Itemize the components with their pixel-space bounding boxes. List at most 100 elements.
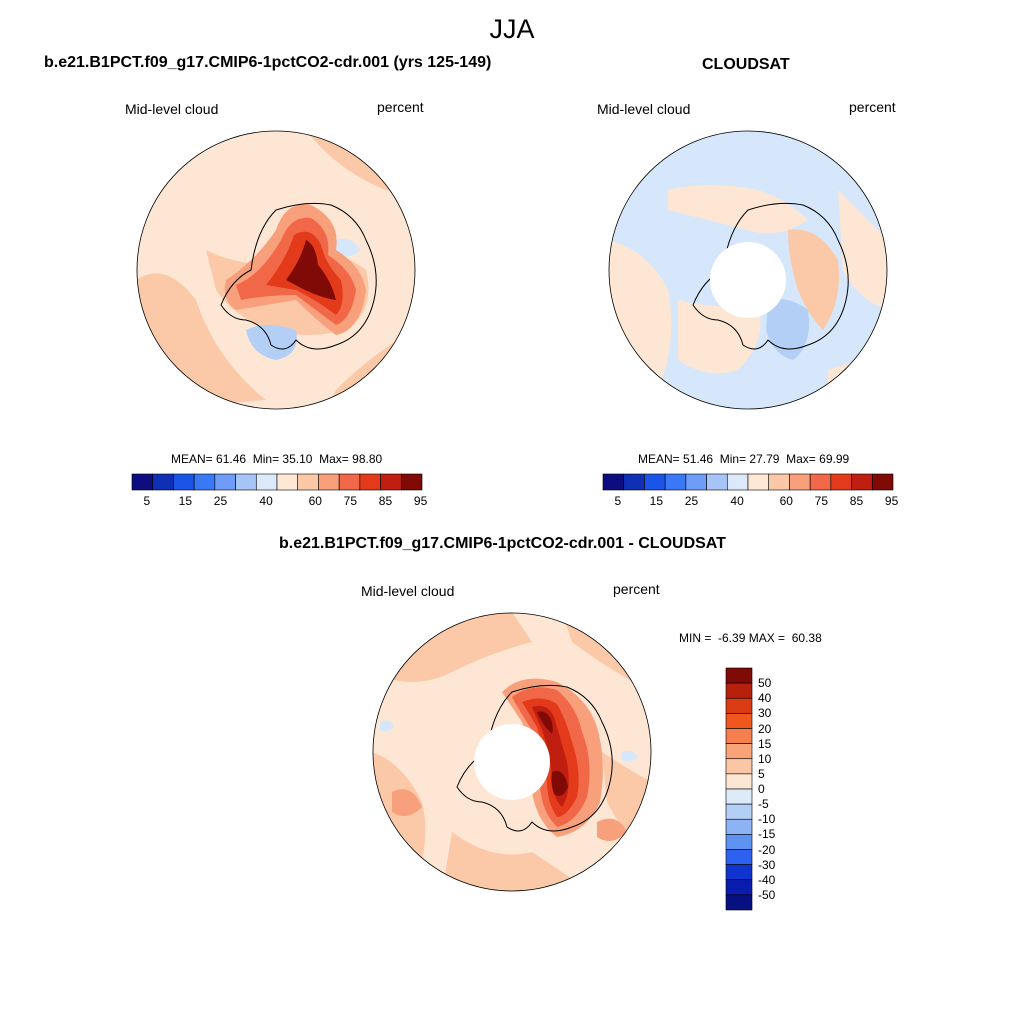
- stat-label: MAX =: [748, 631, 786, 645]
- panel2-field-band: [678, 300, 761, 374]
- panel1-coastline: [220, 202, 377, 350]
- colorbar-tick-label: -50: [758, 887, 776, 902]
- stat-label: MIN =: [679, 631, 712, 645]
- colorbar-swatch: [318, 473, 340, 491]
- panel3-units: percent: [613, 581, 660, 597]
- colorbar-swatch: [725, 818, 753, 835]
- colorbar-swatch: [706, 473, 728, 491]
- colorbar-swatch: [725, 864, 753, 881]
- panel2-field-band: [838, 190, 887, 310]
- colorbar-tick-label: 85: [849, 494, 864, 508]
- panel2-map: [608, 130, 888, 410]
- colorbar-swatch: [725, 788, 753, 805]
- panel1-field-blue: [336, 238, 361, 257]
- panel3-colorbar: [725, 667, 753, 911]
- colorbar-tick-label: 50: [758, 676, 772, 691]
- colorbar-swatch: [214, 473, 236, 491]
- panel3-map: [372, 612, 652, 892]
- panel3-field-red5: [551, 771, 568, 796]
- colorbar-tick-label: 10: [758, 751, 772, 766]
- panel1-title: b.e21.B1PCT.f09_g17.CMIP6-1pctCO2-cdr.00…: [44, 54, 492, 71]
- stat-label: MEAN=: [638, 452, 680, 466]
- panel3-missing-data-hole: [474, 724, 550, 800]
- panel3-field-blue: [380, 720, 394, 732]
- colorbar-tick-label: 40: [758, 691, 772, 706]
- colorbar-swatch: [851, 473, 873, 491]
- colorbar-swatch: [725, 849, 753, 865]
- panel2-missing-data-hole: [710, 242, 786, 318]
- colorbar-swatch: [725, 697, 753, 714]
- colorbar-swatch: [602, 473, 625, 491]
- panel3-field-red5: [537, 711, 553, 734]
- colorbar-swatch: [276, 473, 299, 491]
- max-value: 69.99: [819, 452, 850, 466]
- colorbar-swatch: [725, 773, 753, 790]
- mean-value: 51.46: [683, 452, 714, 466]
- colorbar-swatch: [830, 473, 852, 491]
- stat-label: Min=: [252, 452, 280, 466]
- panel2-title: CLOUDSAT: [702, 56, 790, 73]
- colorbar-tick-label: 5: [758, 766, 765, 781]
- colorbar-swatch: [725, 894, 753, 911]
- colorbar-tick-label: -15: [758, 827, 776, 842]
- panel2-stats: MEAN= 51.46 Min= 27.79 Max= 69.99: [638, 452, 849, 466]
- colorbar-tick-label: 75: [814, 494, 829, 508]
- min-value: 35.10: [282, 452, 313, 466]
- colorbar-tick-label: 95: [413, 494, 428, 508]
- stat-label: Max=: [319, 452, 349, 466]
- colorbar-tick-label: 40: [730, 494, 744, 508]
- panel1-field-blue: [246, 325, 297, 360]
- colorbar-tick-label: -5: [758, 797, 769, 812]
- colorbar-tick-label: 30: [758, 706, 772, 721]
- colorbar-swatch: [338, 473, 361, 491]
- colorbar-swatch: [789, 473, 811, 491]
- colorbar-swatch: [152, 473, 174, 491]
- colorbar-swatch: [725, 667, 753, 684]
- colorbar-tick-label: 15: [758, 736, 772, 751]
- panel3-coastline: [456, 684, 613, 832]
- colorbar-swatch: [725, 758, 753, 775]
- panel3-variable: Mid-level cloud: [361, 583, 455, 599]
- colorbar-tick-label: 25: [684, 494, 699, 508]
- colorbar-swatch: [235, 473, 257, 491]
- colorbar-tick-label: 20: [758, 721, 772, 736]
- colorbar-swatch: [871, 473, 894, 491]
- figure-title: JJA: [489, 14, 535, 44]
- max-value: 60.38: [791, 631, 822, 645]
- panel3-field-red1: [597, 818, 627, 841]
- panel1-units: percent: [377, 99, 424, 115]
- colorbar-swatch: [193, 473, 216, 491]
- panel1-variable: Mid-level cloud: [125, 101, 219, 117]
- colorbar-tick-label: 25: [213, 494, 228, 508]
- panel3-title: b.e21.B1PCT.f09_g17.CMIP6-1pctCO2-cdr.00…: [279, 535, 726, 552]
- colorbar-tick-label: 75: [343, 494, 358, 508]
- panel2-units: percent: [849, 99, 896, 115]
- colorbar-tick-label: -10: [758, 812, 776, 827]
- stat-label: Max=: [786, 452, 816, 466]
- colorbar-tick-label: -20: [758, 842, 776, 857]
- colorbar-tick-label: 60: [779, 494, 793, 508]
- colorbar-swatch: [809, 473, 832, 491]
- colorbar-swatch: [747, 473, 770, 491]
- colorbar-swatch: [725, 879, 753, 896]
- colorbar-tick-label: 15: [178, 494, 193, 508]
- colorbar-tick-label: 5: [614, 494, 622, 508]
- panel2-field-band: [788, 229, 839, 330]
- colorbar-swatch: [725, 803, 753, 820]
- colorbar-swatch: [685, 473, 707, 491]
- min-value: 27.79: [749, 452, 780, 466]
- panel3-field-blue: [622, 750, 638, 762]
- max-value: 98.80: [352, 452, 383, 466]
- panel1-colorbar: [131, 473, 423, 491]
- colorbar-swatch: [380, 473, 402, 491]
- panel3-stats: MIN = -6.39 MAX = 60.38: [679, 631, 822, 645]
- colorbar-swatch: [644, 473, 666, 491]
- colorbar-tick-label: 40: [259, 494, 273, 508]
- colorbar-tick-label: 95: [884, 494, 899, 508]
- colorbar-swatch: [664, 473, 687, 491]
- colorbar-swatch: [400, 473, 423, 491]
- colorbar-swatch: [297, 473, 319, 491]
- colorbar-tick-label: -30: [758, 857, 776, 872]
- colorbar-tick-label: 15: [649, 494, 664, 508]
- stat-label: MEAN=: [171, 452, 213, 466]
